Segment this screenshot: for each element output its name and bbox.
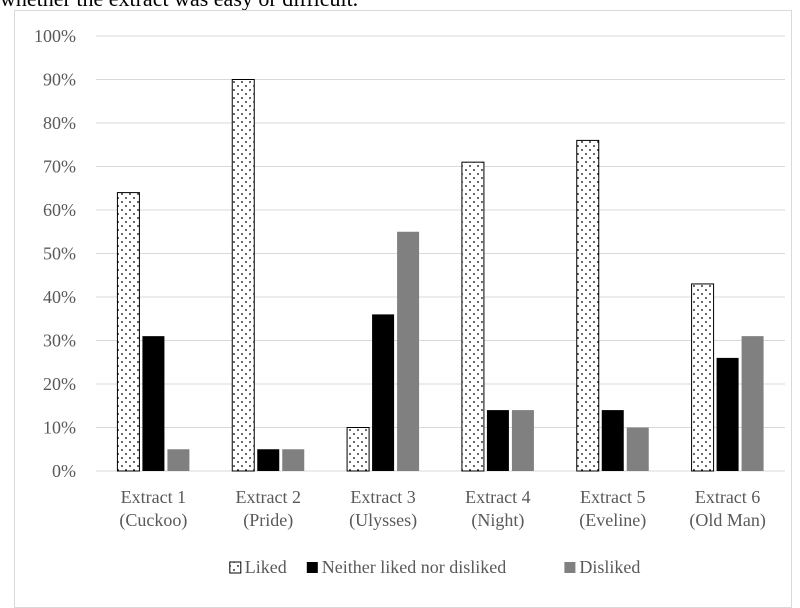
legend-swatch (564, 562, 576, 573)
legend-swatch (306, 562, 318, 573)
y-tick-label: 30% (43, 331, 76, 351)
x-tick-label: Extract 2 (236, 487, 301, 507)
bar-disliked (626, 427, 649, 471)
legend-swatch (229, 561, 242, 574)
legend-label: Liked (245, 557, 287, 577)
y-tick-label: 80% (43, 113, 76, 133)
x-tick-label: Extract 5 (580, 487, 645, 507)
bars (116, 79, 764, 472)
gridlines (96, 35, 785, 472)
bar-liked (461, 161, 485, 472)
legend: Liked Neither liked nor disliked Disliked (229, 557, 640, 577)
y-tick-label: 100% (34, 26, 76, 46)
bar-disliked (282, 449, 305, 471)
x-tick-label: Extract 6 (695, 487, 760, 507)
bar-neither-liked-nor-disliked (372, 314, 395, 471)
y-axis-ticks: 0% 10% 20% 30% 40% 50% 60% 70% 80% 90% 100% (34, 26, 76, 481)
x-tick-label: (Old Man) (689, 510, 765, 531)
x-axis-ticks: Extract 1 (Cuckoo) Extract 2 (Pride) Extract… (119, 487, 765, 531)
y-tick-label: 20% (43, 374, 76, 394)
y-tick-label: 0% (52, 461, 76, 481)
x-tick-label: (Ulysses) (349, 510, 417, 531)
x-tick-label: Extract 4 (465, 487, 530, 507)
legend-label: Disliked (579, 557, 640, 577)
y-tick-label: 40% (43, 287, 76, 307)
x-tick-label: Extract 3 (350, 487, 415, 507)
x-tick-label: (Night) (471, 510, 524, 531)
bar-neither-liked-nor-disliked (142, 336, 165, 471)
bar-disliked (397, 231, 420, 471)
x-tick-label: (Pride) (243, 510, 293, 531)
bar-liked (691, 283, 715, 472)
y-tick-label: 70% (43, 157, 76, 177)
bar-neither-liked-nor-disliked (601, 410, 624, 471)
y-tick-label: 10% (43, 418, 76, 438)
bar-neither-liked-nor-disliked (716, 357, 739, 471)
y-tick-label: 50% (43, 244, 76, 264)
bar-liked (346, 427, 370, 472)
bar-neither-liked-nor-disliked (257, 449, 280, 471)
x-tick-label: Extract 1 (121, 487, 186, 507)
bar-disliked (511, 410, 534, 471)
caption-fragment: whether the extract was easy or difficul… (0, 0, 358, 12)
legend-label: Neither liked nor disliked (322, 557, 506, 577)
y-tick-label: 60% (43, 200, 76, 220)
bar-liked (116, 192, 140, 472)
x-tick-label: (Cuckoo) (119, 510, 187, 531)
bar-disliked (741, 336, 764, 471)
bar-disliked (167, 449, 190, 471)
x-tick-label: (Eveline) (579, 510, 646, 531)
bar-liked (576, 139, 600, 472)
bar-liked (231, 79, 255, 472)
bar-neither-liked-nor-disliked (486, 410, 509, 471)
y-tick-label: 90% (43, 70, 76, 90)
